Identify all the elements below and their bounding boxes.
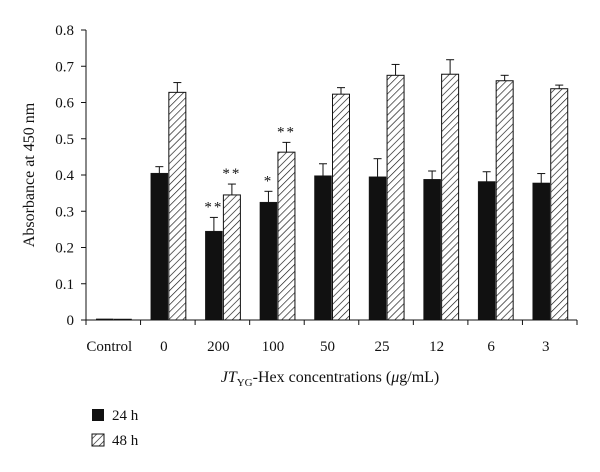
bar-48h [550, 88, 569, 321]
legend-swatch-48h [91, 433, 105, 447]
x-tick-label: 100 [262, 339, 285, 355]
y-tick-label: 0 [67, 313, 75, 329]
x-tick-label: 3 [542, 339, 550, 355]
significance-marker: * [264, 173, 274, 189]
x-tick-label: 6 [487, 339, 495, 355]
bar-24h [96, 318, 114, 321]
x-tick-label: 0 [160, 339, 168, 355]
y-tick-label: 0.4 [55, 168, 74, 184]
bar-48h [168, 91, 187, 321]
y-tick-label: 0.3 [55, 204, 74, 220]
y-axis-title: Absorbance at 450 nm [21, 102, 38, 247]
bar-48h [113, 318, 132, 321]
y-tick-label: 0.5 [55, 132, 74, 148]
legend-label-24h: 24 h [112, 408, 139, 424]
y-tick-label: 0.6 [55, 96, 74, 112]
x-tick-label: 25 [375, 339, 390, 355]
x-tick-label: 200 [207, 339, 230, 355]
legend-swatch-24h [92, 409, 104, 421]
bar-24h [205, 230, 223, 321]
y-tick-label: 0.1 [55, 277, 74, 293]
bar-24h [150, 172, 169, 321]
legend: 24 h 48 h [91, 408, 139, 449]
bar-24h [532, 182, 550, 321]
x-axis-title-mu: μ [390, 369, 399, 386]
x-axis-title-subscript: YG [237, 377, 253, 389]
bar-24h [423, 179, 441, 321]
legend-label-48h: 48 h [112, 433, 139, 449]
y-tick-label: 0.7 [55, 59, 74, 75]
significance-marker: ** [277, 124, 296, 140]
x-tick-label: Control [86, 339, 132, 355]
bar-24h [477, 181, 496, 321]
bar-48h [441, 73, 460, 321]
bar-48h [386, 74, 405, 321]
x-tick-label: 12 [429, 339, 444, 355]
x-axis-title-main: JT [221, 369, 238, 386]
bar-24h [368, 176, 387, 321]
bar-24h [314, 175, 332, 321]
bar-48h [277, 151, 296, 321]
bar-48h [332, 93, 350, 321]
x-axis-title-rest: -Hex concentrations ( [253, 369, 392, 386]
x-axis-title-unit: g/mL) [399, 369, 439, 386]
significance-marker: ** [204, 199, 223, 215]
x-tick-label: 50 [320, 339, 335, 355]
significance-marker: ** [222, 166, 241, 182]
bar-48h [222, 194, 241, 321]
x-axis-title: JTYG-Hex concentrations (μg/mL) [221, 369, 440, 389]
bar-48h [495, 80, 514, 321]
y-tick-label: 0.8 [55, 23, 74, 39]
y-tick-label: 0.2 [55, 241, 74, 257]
bar-24h [259, 201, 278, 321]
